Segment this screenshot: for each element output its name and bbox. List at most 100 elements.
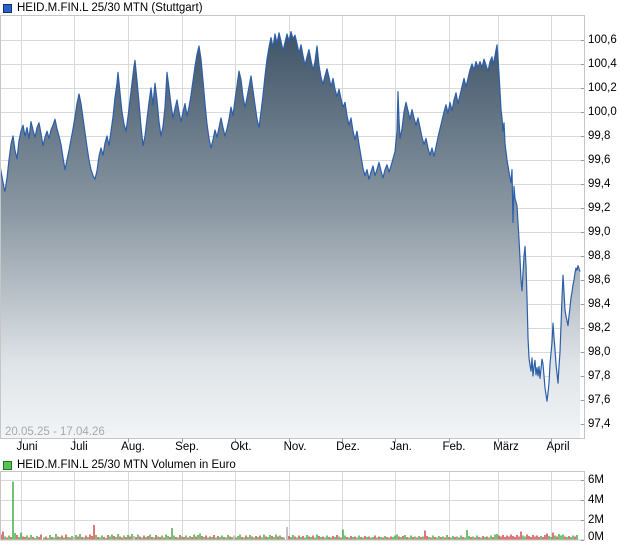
volume-bar	[213, 535, 215, 540]
volume-bar	[165, 534, 167, 540]
price-y-label: 99,8	[588, 130, 611, 142]
volume-bar	[215, 537, 217, 540]
volume-bar	[342, 529, 344, 540]
volume-bar	[115, 537, 117, 540]
volume-bar	[4, 536, 6, 540]
volume-bar	[125, 537, 127, 540]
volume-bar	[334, 537, 336, 540]
volume-bar	[472, 536, 474, 540]
volume-bar	[402, 536, 404, 540]
volume-bar	[546, 533, 548, 540]
volume-bar	[195, 536, 197, 540]
volume-bar	[30, 535, 32, 540]
volume-bar	[542, 537, 544, 540]
volume-bar	[470, 537, 472, 540]
volume-bar	[346, 537, 348, 540]
price-series-legend-icon	[3, 3, 12, 13]
volume-bar	[181, 536, 183, 540]
volume-series-legend-icon	[3, 460, 12, 470]
volume-bar	[322, 536, 324, 540]
volume-bar	[340, 537, 342, 540]
volume-bar	[22, 536, 24, 540]
volume-bar	[444, 537, 446, 540]
volume-bar	[81, 537, 83, 540]
volume-bar	[306, 535, 308, 540]
volume-bar	[310, 537, 312, 540]
price-y-label: 100,0	[588, 106, 617, 118]
volume-bar	[532, 535, 534, 540]
volume-bar	[89, 534, 91, 540]
volume-bar	[49, 535, 51, 540]
volume-bar	[135, 537, 137, 540]
volume-bar	[430, 537, 432, 540]
price-y-label: 97,8	[588, 370, 611, 382]
month-label: Feb.	[442, 441, 466, 453]
volume-bar	[324, 537, 326, 540]
volume-bar	[40, 534, 42, 540]
volume-bar	[257, 537, 259, 540]
volume-bar	[388, 537, 390, 540]
volume-bar	[10, 537, 12, 540]
month-label: Nov.	[283, 441, 307, 453]
volume-bar	[189, 536, 191, 540]
volume-bar	[221, 535, 223, 540]
volume-bar	[382, 537, 384, 540]
volume-bar	[336, 535, 338, 540]
volume-bar	[155, 535, 157, 540]
volume-bar	[201, 536, 203, 540]
month-label: Juli	[70, 441, 88, 453]
volume-bar	[390, 536, 392, 540]
volume-y-label: 4M	[588, 494, 604, 506]
volume-bar	[149, 534, 151, 540]
volume-bar	[442, 536, 444, 540]
volume-bar	[187, 537, 189, 540]
volume-bar	[61, 535, 63, 540]
volume-chart-header: HEID.M.FIN.L 25/30 MTN Volumen in Euro	[3, 459, 236, 471]
volume-bar	[36, 536, 38, 540]
volume-bar	[550, 537, 552, 540]
volume-bar	[12, 481, 14, 540]
volume-bar	[139, 536, 141, 540]
volume-bar	[171, 528, 173, 540]
volume-bar	[16, 535, 18, 540]
volume-bar	[458, 537, 460, 540]
volume-bar	[229, 536, 231, 540]
volume-bar	[173, 535, 175, 540]
volume-bar	[107, 535, 109, 540]
volume-bar	[179, 535, 181, 540]
volume-bar	[500, 536, 502, 540]
volume-bar	[536, 535, 538, 540]
volume-bar	[141, 537, 143, 540]
volume-bar	[450, 537, 452, 540]
volume-bar	[416, 537, 418, 540]
volume-bar	[320, 537, 322, 540]
volume-bar	[290, 537, 292, 540]
volume-bar	[576, 535, 578, 540]
volume-bar	[175, 537, 177, 540]
volume-bar	[364, 536, 366, 540]
volume-bar	[328, 537, 330, 540]
volume-bar	[18, 537, 20, 540]
volume-bar	[237, 536, 239, 540]
volume-bar	[410, 535, 412, 540]
volume-bar	[133, 536, 135, 540]
volume-bar	[185, 535, 187, 540]
volume-bar	[454, 537, 456, 540]
price-y-label: 98,8	[588, 250, 611, 262]
volume-bar	[398, 536, 400, 540]
volume-bar	[45, 536, 47, 540]
volume-bar	[205, 535, 207, 540]
volume-bar	[24, 537, 26, 540]
volume-bar	[273, 537, 275, 540]
volume-bar	[65, 534, 67, 540]
volume-bar	[121, 537, 123, 540]
volume-bar	[38, 537, 40, 540]
volume-bar	[374, 535, 376, 540]
volume-bar	[129, 536, 131, 540]
volume-bar	[478, 537, 480, 540]
volume-bar	[233, 535, 235, 540]
month-label: Okt.	[230, 441, 252, 453]
volume-bar	[34, 538, 36, 540]
volume-bar	[199, 533, 201, 540]
